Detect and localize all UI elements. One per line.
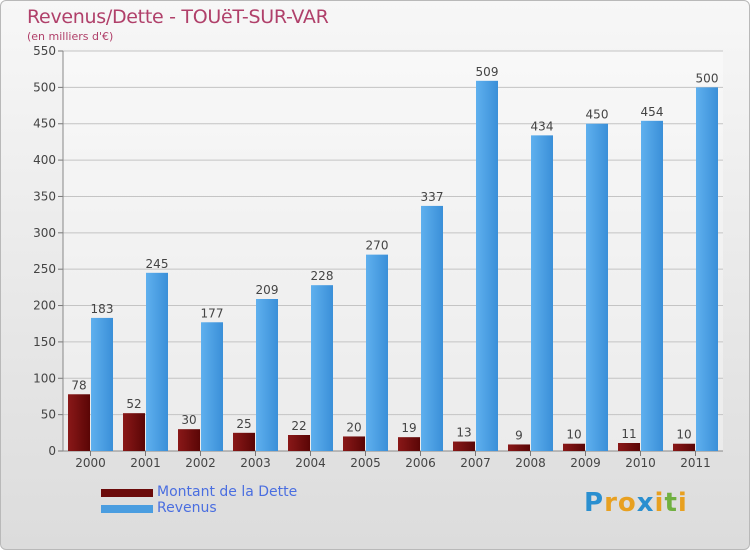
bar-revenus xyxy=(421,205,443,451)
y-tick-label: 250 xyxy=(33,262,56,276)
x-tick-label: 2008 xyxy=(515,456,546,470)
legend-swatch-revenus xyxy=(101,505,153,513)
plot-area xyxy=(63,51,723,451)
x-tick-label: 2010 xyxy=(625,456,656,470)
logo-letter: o xyxy=(617,488,637,518)
x-tick-label: 2003 xyxy=(240,456,271,470)
y-tick-label: 200 xyxy=(33,299,56,313)
chart-title: Revenus/Dette - TOUëT-SUR-VAR xyxy=(27,6,329,28)
x-tick-label: 2000 xyxy=(75,456,106,470)
x-tick-label: 2004 xyxy=(295,456,326,470)
y-tick-label: 500 xyxy=(33,80,56,94)
legend-label-revenus: Revenus xyxy=(157,500,217,516)
data-label-dette: 19 xyxy=(401,421,416,435)
data-label-revenus: 434 xyxy=(531,119,554,133)
bar-dette xyxy=(233,432,255,451)
y-tick-label: 150 xyxy=(33,335,56,349)
data-label-dette: 52 xyxy=(126,397,141,411)
data-label-dette: 20 xyxy=(346,420,361,434)
x-tick-label: 2002 xyxy=(185,456,216,470)
data-label-revenus: 454 xyxy=(641,105,664,119)
logo-letter: r xyxy=(604,488,618,518)
data-label-dette: 10 xyxy=(676,428,691,442)
x-tick-label: 2007 xyxy=(460,456,491,470)
data-label-revenus: 337 xyxy=(421,190,444,204)
data-label-dette: 10 xyxy=(566,428,581,442)
x-tick-label: 2001 xyxy=(130,456,161,470)
bar-dette xyxy=(508,444,530,451)
data-label-revenus: 245 xyxy=(146,257,169,271)
x-tick-label: 2006 xyxy=(405,456,436,470)
logo-letter: P xyxy=(584,488,605,518)
bar-revenus xyxy=(531,135,553,451)
bar-dette xyxy=(453,441,475,451)
logo-letter: i xyxy=(677,488,688,518)
bar-dette xyxy=(398,437,420,451)
legend-label-dette: Montant de la Dette xyxy=(157,484,298,500)
logo-letter: t xyxy=(664,488,678,518)
data-label-dette: 22 xyxy=(291,419,306,433)
logo-letter: i xyxy=(654,488,665,518)
bar-dette xyxy=(178,429,200,451)
data-label-revenus: 228 xyxy=(311,269,334,283)
data-label-revenus: 509 xyxy=(476,65,499,79)
logo-letter: x xyxy=(636,488,655,518)
chart-subtitle: (en milliers d'€) xyxy=(27,30,114,43)
x-tick-label: 2011 xyxy=(680,456,711,470)
data-label-dette: 25 xyxy=(236,417,251,431)
bar-dette xyxy=(673,443,695,451)
bar-dette xyxy=(288,435,310,451)
legend-swatch-dette xyxy=(101,489,153,497)
data-label-dette: 9 xyxy=(515,428,523,442)
x-tick-label: 2009 xyxy=(570,456,601,470)
x-tick-label: 2005 xyxy=(350,456,381,470)
y-tick-label: 0 xyxy=(48,444,56,458)
proxiti-logo: Proxiti xyxy=(584,488,688,518)
y-tick-label: 550 xyxy=(33,44,56,58)
data-label-revenus: 209 xyxy=(256,283,279,297)
data-label-dette: 13 xyxy=(456,426,471,440)
bar-revenus xyxy=(696,87,718,451)
y-tick-label: 400 xyxy=(33,153,56,167)
y-tick-label: 50 xyxy=(41,408,56,422)
bar-revenus xyxy=(476,80,498,452)
bar-revenus xyxy=(146,272,168,451)
data-label-dette: 30 xyxy=(181,413,196,427)
data-label-revenus: 450 xyxy=(586,108,609,122)
data-label-dette: 78 xyxy=(71,378,86,392)
data-label-dette: 11 xyxy=(621,427,636,441)
bar-revenus xyxy=(91,317,113,451)
bar-revenus xyxy=(366,254,388,451)
bar-revenus xyxy=(311,285,333,451)
y-tick-label: 300 xyxy=(33,226,56,240)
bar-revenus xyxy=(586,123,608,452)
data-label-revenus: 500 xyxy=(696,71,719,85)
y-tick-label: 100 xyxy=(33,371,56,385)
data-label-revenus: 183 xyxy=(91,302,114,316)
bar-dette xyxy=(618,443,640,451)
bar-dette xyxy=(123,413,145,451)
y-tick-label: 450 xyxy=(33,117,56,131)
data-label-revenus: 270 xyxy=(366,239,389,253)
y-tick-label: 350 xyxy=(33,189,56,203)
data-label-revenus: 177 xyxy=(201,306,224,320)
bar-revenus xyxy=(641,120,663,452)
bar-dette xyxy=(343,436,365,451)
bar-revenus xyxy=(256,299,278,451)
bar-dette xyxy=(68,394,90,451)
bar-revenus xyxy=(201,322,223,451)
bar-dette xyxy=(563,443,585,451)
